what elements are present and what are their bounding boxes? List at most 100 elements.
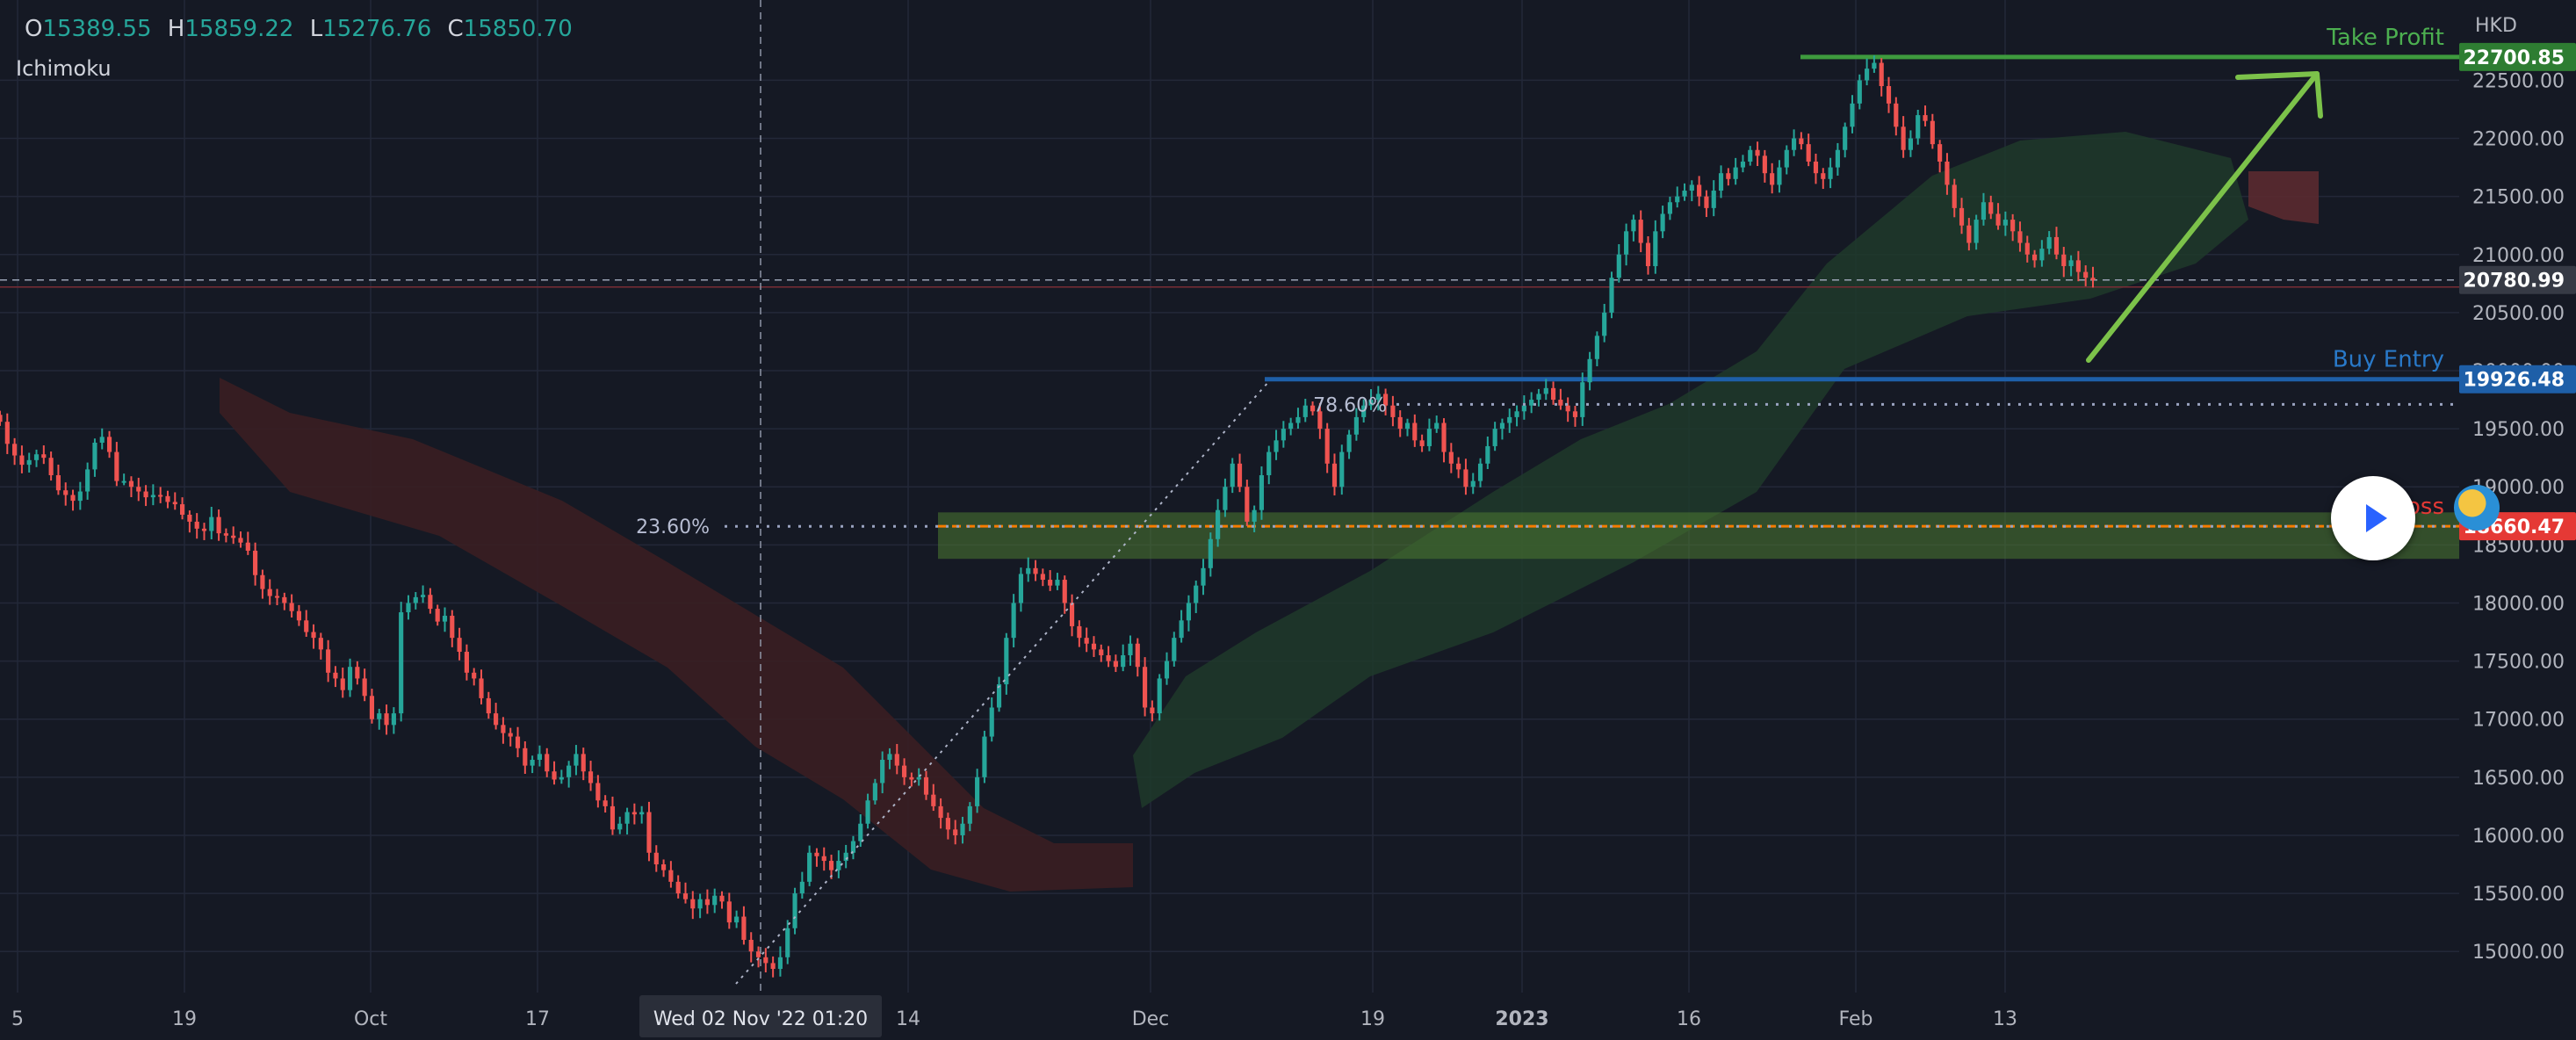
avatar[interactable] <box>2454 485 2500 531</box>
candle-body <box>1718 173 1724 191</box>
candle-body <box>1565 405 1570 412</box>
candle-body <box>245 542 250 551</box>
candle-body <box>1383 394 1389 406</box>
candle-body <box>1266 451 1272 476</box>
candle-body <box>143 491 148 498</box>
candle-body <box>880 760 885 784</box>
candle-body <box>1069 603 1075 626</box>
candle-body <box>1143 667 1148 708</box>
candle-body <box>1937 144 1943 162</box>
candle-body <box>1631 220 1636 232</box>
candle-body <box>843 852 848 862</box>
time-tick-label: Oct <box>354 1008 387 1030</box>
candle-body <box>267 589 272 596</box>
candle-body <box>719 895 725 902</box>
price-tick-label: 15000.00 <box>2472 942 2565 964</box>
play-icon <box>2366 504 2387 532</box>
drawing-overlays[interactable]: 23.60% 78.60% <box>636 71 2459 985</box>
candle-body <box>1216 509 1221 539</box>
indicator-label[interactable]: Ichimoku <box>16 56 112 81</box>
candle-body <box>209 516 214 531</box>
candle-body <box>1404 422 1411 430</box>
candle-body <box>755 951 761 957</box>
candle-body <box>435 609 440 622</box>
candle-body <box>1733 167 1738 179</box>
candle-body <box>931 794 936 806</box>
candle-body <box>1368 400 1374 406</box>
candle-body <box>1536 394 1541 401</box>
candle-body <box>1638 220 1643 243</box>
candle-body <box>1084 638 1089 644</box>
candle-body <box>1135 643 1140 668</box>
candle-body <box>1770 173 1775 185</box>
candle-body <box>1791 138 1797 150</box>
candle-body <box>909 776 914 780</box>
candle-body <box>960 823 965 835</box>
candle-body <box>938 805 943 819</box>
candle-body <box>1194 585 1199 603</box>
candle-body <box>902 765 907 777</box>
candle-body <box>1434 422 1440 430</box>
arrow-line[interactable] <box>2086 71 2320 363</box>
candle-body <box>450 616 455 639</box>
fib-level-label: 78.60% <box>1313 394 1387 416</box>
candle-body <box>1288 422 1294 430</box>
candle-body <box>1995 213 2001 226</box>
candle-body <box>1018 574 1024 603</box>
candle-body <box>136 487 141 492</box>
candle-body <box>1499 422 1505 430</box>
candle-body <box>194 521 199 529</box>
candle-body <box>1689 184 1694 191</box>
candle-body <box>1237 463 1243 488</box>
candle-body <box>1310 405 1316 412</box>
candle-body <box>1813 161 1819 174</box>
candle-body <box>1762 155 1767 174</box>
candle-body <box>916 776 921 780</box>
candle-body <box>1806 144 1811 162</box>
candle-body <box>180 504 185 515</box>
candle-body <box>1645 242 1651 266</box>
candle-body <box>201 528 207 531</box>
candle-body <box>1302 405 1308 417</box>
time-tick-label: 14 <box>896 1008 920 1030</box>
candle-body <box>1930 120 1935 145</box>
fib-level-label: 23.60% <box>636 516 710 538</box>
candle-body <box>953 829 958 835</box>
candle-body <box>106 437 112 452</box>
open-value: 15389.55 <box>42 16 152 42</box>
arrow-head[interactable] <box>2235 71 2323 119</box>
candle-body <box>1916 115 1921 139</box>
candle-body <box>2075 260 2081 272</box>
candle-body <box>1390 405 1396 417</box>
candle-body <box>748 939 754 952</box>
candle-body <box>384 713 389 726</box>
time-axis[interactable]: 5 19 Oct 17 14 Dec 19 2023 16 Feb 13 Wed 02 Nov '22… <box>0 993 2576 1040</box>
price-badge-bg <box>2459 42 2576 71</box>
candle-body <box>1675 196 1680 203</box>
candle-body <box>1616 254 1621 278</box>
candle-body <box>523 748 528 766</box>
candle-body <box>1033 567 1038 574</box>
candlestick-series <box>0 55 2096 978</box>
candle-body <box>1521 405 1526 412</box>
candle-body <box>1259 475 1265 510</box>
candle-body <box>989 707 994 737</box>
candle-body <box>2024 242 2030 255</box>
candle-body <box>304 620 309 632</box>
candle-body <box>486 697 491 714</box>
price-tick-label: 22000.00 <box>2472 129 2565 151</box>
price-tick-label: 16000.00 <box>2472 826 2565 848</box>
candle-body <box>1346 434 1352 452</box>
price-tick-label: 15500.00 <box>2472 884 2565 906</box>
play-button[interactable] <box>2331 476 2415 560</box>
candle-body <box>545 754 550 772</box>
candle-body <box>828 861 834 870</box>
support-zone <box>938 512 2459 560</box>
open-label: O <box>25 16 43 42</box>
candle-body <box>1624 231 1629 255</box>
candle-body <box>814 852 819 856</box>
candle-body <box>19 455 25 466</box>
candle-body <box>1419 440 1425 446</box>
